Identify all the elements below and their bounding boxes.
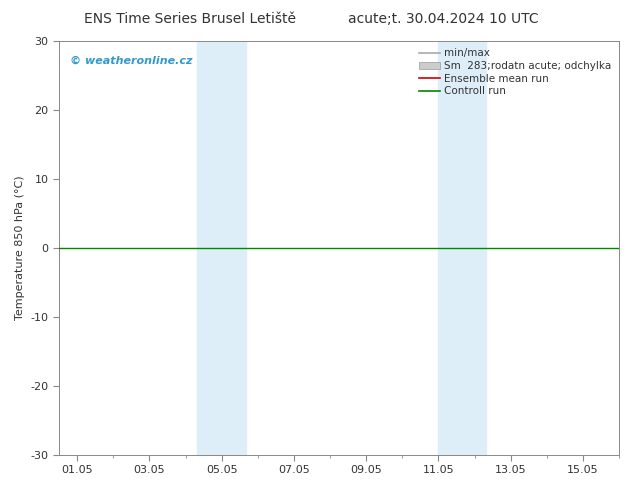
Text: © weatheronline.cz: © weatheronline.cz [70,55,193,66]
Legend: min/max, Sm  283;rodatn acute; odchylka, Ensemble mean run, Controll run: min/max, Sm 283;rodatn acute; odchylka, … [417,46,614,98]
Text: ENS Time Series Brusel Letiště: ENS Time Series Brusel Letiště [84,12,296,26]
Y-axis label: Temperature 850 hPa (°C): Temperature 850 hPa (°C) [15,175,25,320]
Bar [197,41,221,455]
Bar [222,41,246,455]
Text: acute;t. 30.04.2024 10 UTC: acute;t. 30.04.2024 10 UTC [349,12,539,26]
Bar [438,41,463,455]
Bar [463,41,486,455]
